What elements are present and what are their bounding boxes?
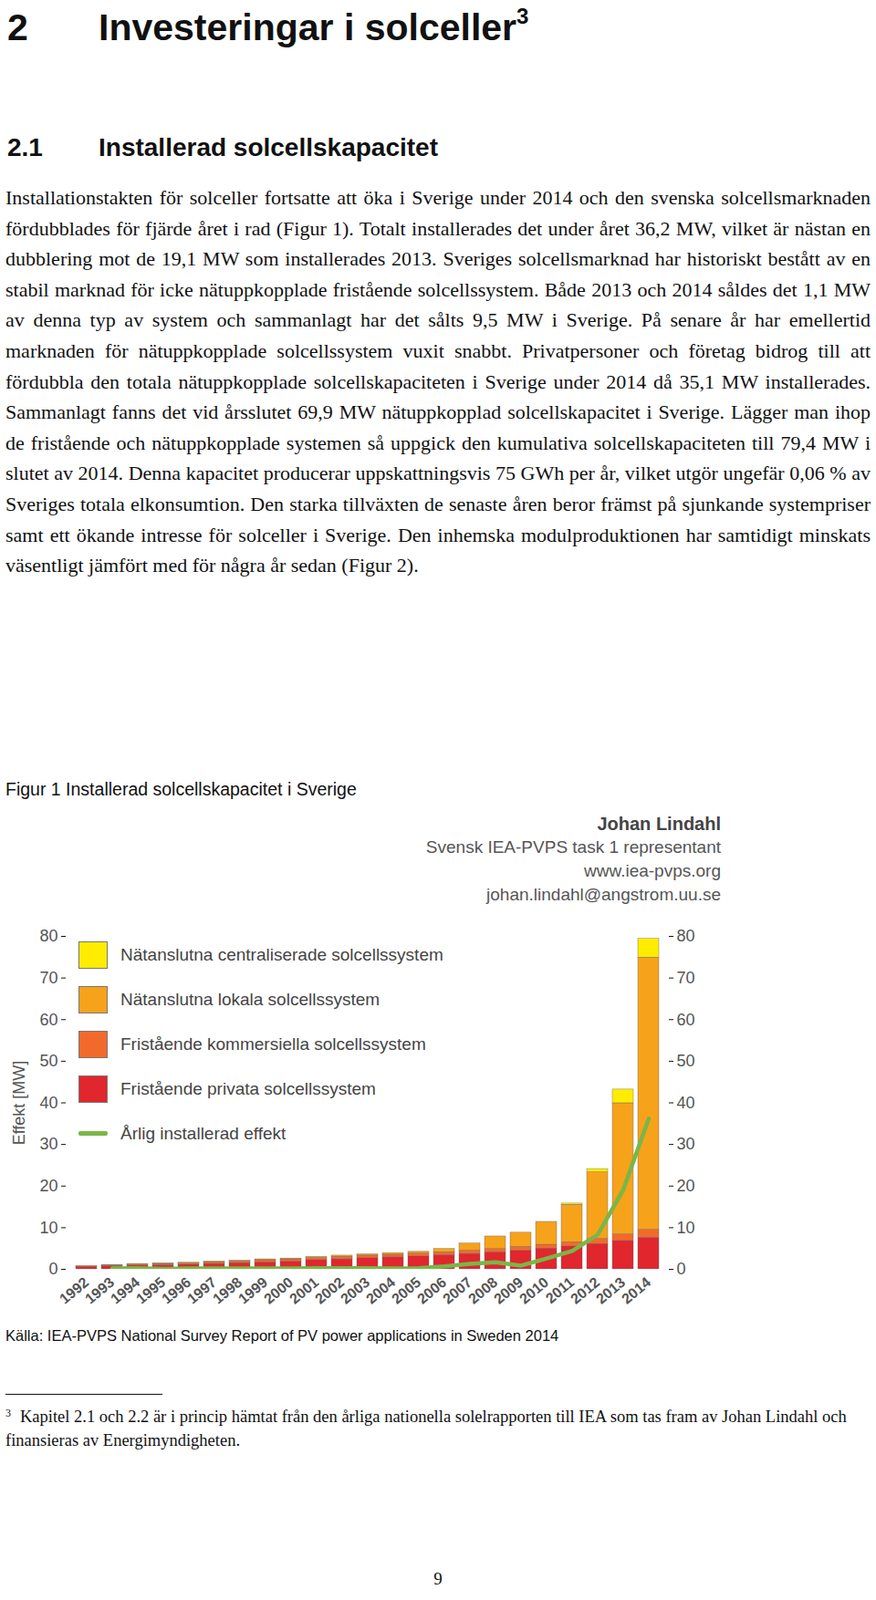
svg-text:2000: 2000 [260,1274,296,1308]
html-text:Nätanslutna lokala solcellssys: Nätanslutna lokala solcellssystem [120,989,380,1009]
html-text:Svensk IEA-PVPS task 1 represe: Svensk IEA-PVPS task 1 representant [425,837,721,857]
html-text:Kapitel 2.1 och 2.2 är i princ: Kapitel 2.1 och 2.2 är i princip hämtat … [5,1407,847,1450]
html-text:9: 9 [433,1569,443,1589]
svg-text:0: 0 [48,1260,58,1279]
html-text:Nätanslutna centraliserade sol: Nätanslutna centraliserade solcellssyste… [120,944,444,965]
svg-text:20: 20 [39,1177,58,1196]
html-text:Årlig installerad effekt: Årlig installerad effekt [120,1123,286,1143]
svg-text:10: 10 [677,1219,696,1238]
svg-text:60: 60 [677,1011,696,1030]
html-text:Johan Lindahl: Johan Lindahl [597,813,721,835]
svg-text:2002: 2002 [312,1274,347,1308]
svg-text:20: 20 [677,1177,696,1196]
svg-text:1996: 1996 [158,1274,194,1308]
svg-text:2005: 2005 [388,1274,424,1308]
html-text:2.1: 2.1 [7,133,43,162]
svg-text:1994: 1994 [107,1274,143,1308]
html-text:Installerad solcellskapacitet: Installerad solcellskapacitet [98,133,438,162]
svg-text:2006: 2006 [414,1274,450,1308]
svg-text:30: 30 [39,1135,58,1154]
svg-text:2004: 2004 [363,1274,399,1308]
svg-text:2001: 2001 [286,1274,322,1308]
html-text:johan.lindahl@angstrom.uu.se: johan.lindahl@angstrom.uu.se [486,885,721,905]
html-text:www.iea-pvps.org: www.iea-pvps.org [584,861,721,881]
svg-text:2003: 2003 [337,1274,373,1308]
html-text:Källa: IEA-PVPS National Surve: Källa: IEA-PVPS National Survey Report o… [5,1327,559,1345]
svg-text:80: 80 [39,927,58,946]
svg-text:2013: 2013 [593,1274,628,1308]
html-text:3: 3 [5,1407,11,1420]
html-text:2: 2 [7,6,29,49]
html-text:Figur 1 Installerad solcellska: Figur 1 Installerad solcellskapacitet i … [5,779,357,800]
svg-text:1997: 1997 [184,1274,220,1308]
svg-text:70: 70 [677,969,696,988]
html-text:Installationstakten för solcel: Installationstakten för solceller fortsa… [5,186,871,577]
html-text:Investeringar i solceller3: Investeringar i solceller3 [98,3,529,49]
svg-text:1999: 1999 [235,1274,271,1308]
svg-text:0: 0 [677,1260,687,1279]
svg-text:10: 10 [39,1219,58,1238]
svg-text:2011: 2011 [542,1274,578,1307]
svg-text:2010: 2010 [516,1274,552,1308]
svg-text:2012: 2012 [567,1274,603,1308]
svg-text:1995: 1995 [133,1274,169,1308]
svg-text:60: 60 [39,1011,58,1030]
html-text:Fristående kommersiella solcel: Fristående kommersiella solcellssystem [120,1034,426,1054]
svg-text:Effekt [MW]: Effekt [MW] [10,1061,29,1147]
svg-text:70: 70 [39,969,58,988]
svg-text:40: 40 [677,1094,696,1113]
html-text:Fristående privata solcellssys: Fristående privata solcellssystem [120,1079,376,1099]
svg-text:1998: 1998 [209,1274,245,1308]
svg-text:2008: 2008 [465,1274,501,1308]
svg-text:50: 50 [677,1052,696,1071]
svg-text:1993: 1993 [82,1274,117,1308]
svg-text:2007: 2007 [439,1274,475,1308]
svg-text:30: 30 [677,1135,696,1154]
svg-text:50: 50 [39,1052,58,1071]
svg-text:80: 80 [677,927,696,946]
svg-text:2009: 2009 [490,1274,526,1308]
svg-text:1992: 1992 [56,1274,92,1308]
svg-text:2014: 2014 [618,1274,654,1308]
svg-text:40: 40 [39,1094,58,1113]
